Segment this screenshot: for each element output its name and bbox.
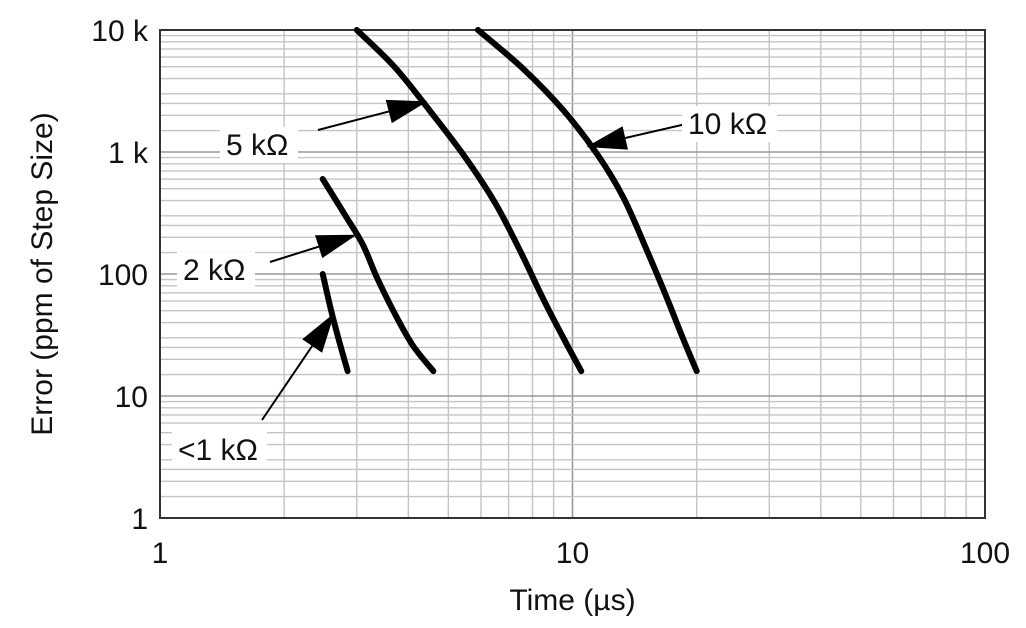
- curve-label-10k: 10 kΩ: [688, 108, 767, 141]
- curve-annotations: 10 kΩ 5 kΩ 2 kΩ <1 kΩ: [172, 99, 777, 468]
- annotation-arrow-shaft: [625, 123, 687, 139]
- annotation-arrow-head: [315, 234, 357, 259]
- series-line-2k: [319, 176, 437, 375]
- annotation-arrow-head: [385, 99, 428, 124]
- series-line-10k: [474, 27, 700, 375]
- y-tick-labels: 1 10 100 1 k 10 k: [91, 15, 149, 536]
- curves: [319, 27, 700, 375]
- y-tick-label: 1 k: [108, 137, 149, 170]
- series-line-5k: [353, 27, 585, 375]
- curve-label-lt-1k: <1 kΩ: [178, 434, 258, 467]
- annotation-arrow-shaft: [261, 345, 313, 421]
- y-tick-label: 10 k: [91, 15, 149, 48]
- annotation-arrow-head: [586, 126, 628, 150]
- x-tick-label: 100: [960, 537, 1010, 570]
- plot-frame: [159, 29, 986, 519]
- x-axis-title: Time (µs): [509, 584, 635, 617]
- annotation-arrow-shaft: [269, 245, 319, 263]
- y-tick-label: 10: [115, 381, 148, 414]
- annotation-arrow-head: [302, 312, 335, 353]
- annotation-label-background: [172, 432, 267, 468]
- annotation-label-background: [177, 252, 255, 288]
- annotation-label-background: [220, 127, 298, 163]
- y-tick-label: 1: [131, 503, 148, 536]
- series-line-lt-1k: [319, 271, 351, 375]
- y-tick-label: 100: [98, 259, 148, 292]
- curve-label-5k: 5 kΩ: [226, 129, 288, 162]
- y-axis-title: Error (ppm of Step Size): [26, 112, 59, 435]
- x-tick-label: 10: [556, 537, 589, 570]
- curve-label-2k: 2 kΩ: [183, 254, 245, 287]
- annotation-label-background: [682, 106, 777, 142]
- x-tick-label: 1: [152, 537, 169, 570]
- annotation-arrow-shaft: [317, 110, 390, 131]
- x-tick-labels: 1 10 100: [152, 537, 1010, 570]
- grid-lines: [160, 30, 985, 518]
